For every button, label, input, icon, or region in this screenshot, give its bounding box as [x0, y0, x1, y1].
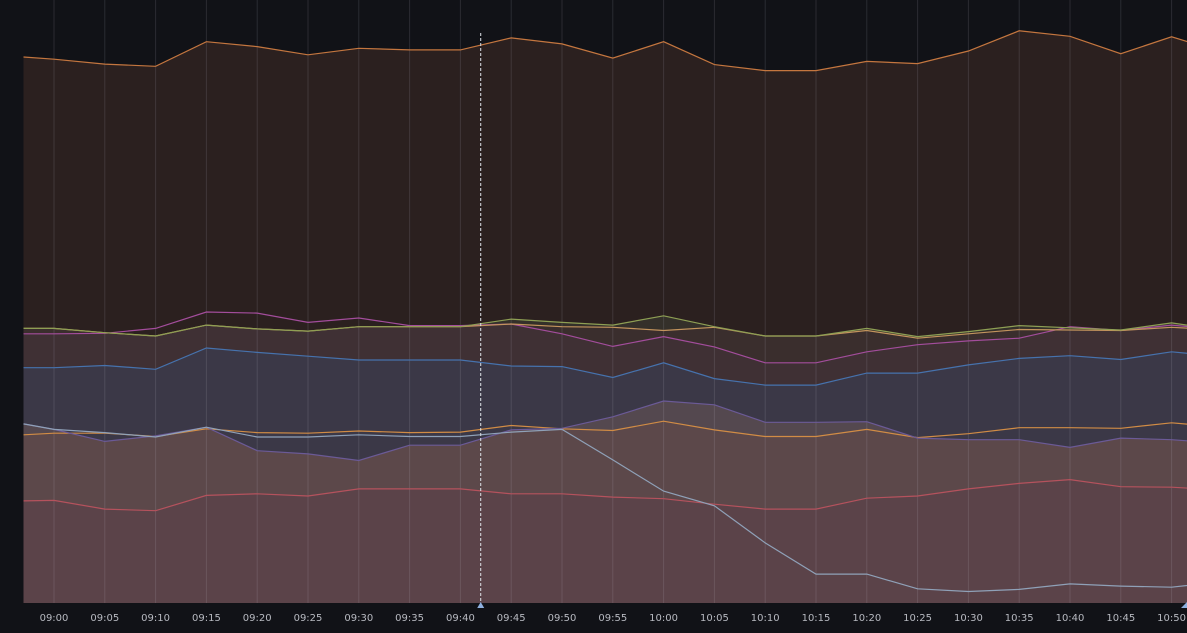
x-tick-label: 10:10 [751, 613, 780, 624]
x-tick-label: 10:15 [802, 613, 831, 624]
x-tick-label: 10:40 [1056, 613, 1085, 624]
x-tick-label: 09:50 [548, 613, 577, 624]
x-tick-label: 09:25 [294, 613, 323, 624]
crosshair-marker [477, 602, 485, 608]
x-tick-label: 09:05 [90, 613, 119, 624]
x-tick-label: 10:50 [1157, 613, 1186, 624]
x-tick-label: 10:20 [852, 613, 881, 624]
series-line-1[interactable] [23, 478, 1187, 512]
x-tick-label: 09:20 [243, 613, 272, 624]
x-tick-label: 10:45 [1106, 613, 1135, 624]
x-tick-label: 09:35 [395, 613, 424, 624]
range-marker [1181, 602, 1187, 608]
x-tick-label: 10:25 [903, 613, 932, 624]
x-tick-label: 09:40 [446, 613, 475, 624]
series-area-8 [23, 30, 1187, 337]
x-tick-label: 10:30 [954, 613, 983, 624]
series-line-8[interactable] [23, 30, 1187, 72]
x-tick-label: 09:10 [141, 613, 170, 624]
x-tick-label: 09:00 [40, 613, 69, 624]
x-tick-label: 09:15 [192, 613, 221, 624]
series-area-1 [23, 479, 1187, 603]
x-tick-label: 09:55 [598, 613, 627, 624]
series-line-2[interactable] [23, 420, 1187, 439]
x-tick-label: 10:00 [649, 613, 678, 624]
x-tick-label: 09:45 [497, 613, 526, 624]
x-tick-label: 09:30 [344, 613, 373, 624]
series-line-9[interactable] [23, 423, 1187, 593]
x-tick-label: 10:05 [700, 613, 729, 624]
series-line-7[interactable] [23, 315, 1187, 338]
x-tick-label: 10:35 [1005, 613, 1034, 624]
series-line-5[interactable] [23, 311, 1187, 364]
series-line-4[interactable] [23, 347, 1187, 386]
